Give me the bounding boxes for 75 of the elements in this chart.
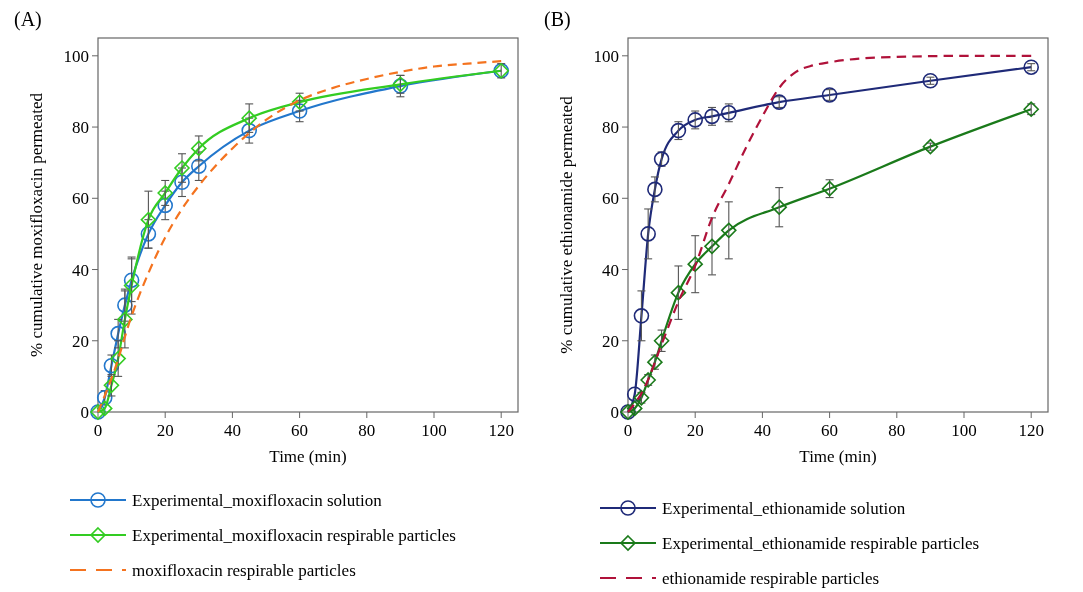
point — [653, 151, 670, 167]
y-axis-title: % cumulative ethionamide permeated — [557, 95, 576, 354]
point — [771, 199, 787, 215]
point — [174, 174, 190, 191]
x-tick-label: 120 — [1018, 421, 1044, 440]
point — [670, 122, 687, 139]
x-tick-label: 100 — [421, 421, 447, 440]
y-tick-label: 40 — [602, 260, 619, 280]
x-axis-title: Time (min) — [799, 447, 877, 466]
y-tick-label: 0 — [610, 403, 619, 422]
legend-label: ethionamide respirable particles — [662, 569, 880, 588]
point — [687, 256, 703, 272]
point — [821, 87, 838, 103]
x-tick-label: 60 — [821, 421, 839, 440]
x-tick-label: 20 — [686, 421, 704, 440]
point — [110, 350, 126, 367]
y-tick-label: 80 — [602, 118, 619, 138]
point — [123, 277, 140, 294]
point — [140, 211, 157, 228]
x-tick-label: 40 — [753, 421, 771, 440]
y-tick-label: 40 — [72, 260, 89, 280]
y-tick-label: 60 — [72, 189, 89, 209]
point — [922, 138, 939, 155]
y-tick-label: 100 — [63, 46, 89, 66]
y-tick-label: 80 — [72, 118, 89, 138]
y-tick-label: 60 — [602, 189, 619, 209]
point — [117, 311, 133, 328]
point — [241, 110, 257, 126]
x-tick-label: 0 — [623, 421, 633, 440]
point — [191, 140, 207, 157]
point — [653, 332, 670, 349]
point — [191, 158, 207, 175]
point — [647, 181, 663, 198]
legend-label: Experimental_ethionamide respirable particles — [662, 534, 980, 553]
point — [922, 72, 939, 89]
y-tick-label: 100 — [593, 46, 619, 66]
point — [1023, 59, 1039, 76]
point — [291, 94, 308, 110]
chart-title: (B) — [544, 8, 571, 31]
point — [633, 308, 650, 324]
x-tick-label: 100 — [951, 421, 977, 440]
y-tick-label: 0 — [80, 403, 89, 422]
x-tick-label: 80 — [888, 421, 906, 440]
legend-label: moxifloxacin respirable particles — [132, 561, 356, 580]
point — [140, 226, 157, 242]
chart-title: (A) — [14, 8, 42, 31]
point — [241, 122, 257, 139]
x-axis-title: Time (min) — [269, 447, 347, 466]
x-tick-label: 20 — [156, 421, 174, 440]
point — [633, 389, 650, 406]
legend-label: Experimental_ethionamide solution — [662, 499, 906, 518]
x-tick-label: 120 — [488, 421, 514, 440]
point — [157, 197, 173, 214]
legend-label: Experimental_moxifloxacin respirable particles — [132, 526, 456, 545]
point — [670, 284, 687, 301]
x-tick-label: 80 — [358, 421, 376, 440]
x-tick-label: 40 — [223, 421, 241, 440]
y-tick-label: 20 — [602, 331, 619, 351]
x-tick-label: 0 — [93, 421, 103, 440]
point — [117, 297, 133, 313]
point — [640, 226, 656, 242]
point — [821, 180, 838, 197]
x-tick-label: 60 — [291, 421, 309, 440]
y-tick-label: 20 — [72, 331, 89, 351]
point — [174, 160, 190, 176]
y-axis-title: % cumulative moxifloxacin permeated — [27, 92, 46, 357]
point — [157, 185, 173, 201]
point — [704, 238, 720, 255]
legend-label: Experimental_moxifloxacin solution — [132, 491, 383, 510]
point — [96, 389, 113, 406]
point — [123, 272, 140, 289]
point — [96, 400, 113, 417]
point — [721, 222, 737, 239]
point — [291, 103, 308, 119]
point — [626, 400, 643, 417]
